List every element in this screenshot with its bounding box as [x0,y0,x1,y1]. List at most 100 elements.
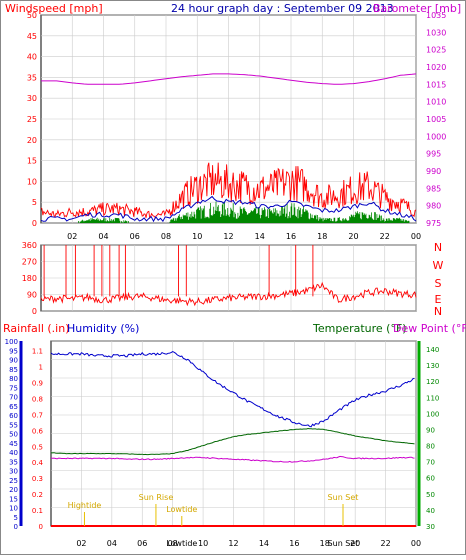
rainfall-y-tick-label: 0.9 [32,379,43,387]
direction-y-tick-label: 90 [27,291,37,300]
humidity-y-tick-label: 70 [9,394,18,402]
humidity-y-tick-label: 40 [9,449,18,457]
barometer-y-tick-label: 1025 [426,46,446,55]
wind-y-tick-label: 50 [27,11,37,20]
humidity-series-line [50,351,415,428]
climate-x-tick-label: 18 [320,539,330,548]
humidity-y-tick-label: 5 [14,514,18,522]
climate-x-tick-label: 00 [411,539,421,548]
humidity-y-tick-label: 60 [9,412,18,420]
wind-x-tick-label: 10 [192,232,202,241]
wind-x-tick-label: 00 [411,232,421,241]
annotation-label: Sun Rise [139,493,174,502]
compass-label: S [435,277,442,290]
annotation-label: Sun Set [328,493,359,502]
climate-x-tick-label: 08 [168,539,178,548]
temperature-y-tick-label: 40 [426,507,435,515]
rainfall-y-tick-label: 0.1 [32,507,43,515]
wind-y-tick-label: 5 [32,198,37,207]
temperature-y-tick-label: 80 [426,443,435,451]
annotation-label: Lowtide [166,505,197,514]
rainfall-axis-title: Rainfall (.in) [3,322,70,335]
wind-x-tick-label: 12 [223,232,233,241]
temperature-y-tick-label: 50 [426,491,435,499]
barometer-y-tick-label: 1010 [426,98,446,107]
humidity-y-tick-label: 10 [9,505,18,513]
wind-y-tick-label: 25 [27,115,37,124]
wind-average-series-line [40,195,417,223]
wind-x-tick-label: 22 [380,232,390,241]
wind-x-tick-label: 04 [98,232,108,241]
wind-x-tick-label: 06 [130,232,140,241]
barometer-y-tick-label: 975 [426,219,441,228]
wind-x-tick-label: 18 [317,232,327,241]
humidity-y-tick-label: 45 [9,440,18,448]
humidity-y-tick-label: 80 [9,375,18,383]
barometer-y-tick-label: 1035 [426,11,446,20]
rainfall-y-tick-label: 0.5 [32,443,43,451]
wind-direction-series-line [40,281,417,307]
temperature-y-tick-label: 70 [426,459,435,467]
wind-y-tick-label: 35 [27,73,37,82]
humidity-y-tick-label: 55 [9,421,18,429]
barometer-y-tick-label: 1005 [426,115,446,124]
temperature-y-tick-label: 60 [426,475,435,483]
rainfall-y-tick-label: 0 [39,523,43,531]
wind-y-tick-label: 15 [27,157,37,166]
rainfall-y-tick-label: 0.6 [32,427,44,435]
windspeed-axis-title: Windspeed [mph] [5,2,103,15]
barometer-axis-title: Barometer [mb] [373,2,461,15]
temperature-axis-title: Temperature (°F) [312,322,407,335]
compass-label: W [433,259,444,272]
temperature-series-line [50,427,415,456]
direction-y-tick-label: 0 [32,307,37,316]
humidity-y-tick-label: 20 [9,486,18,494]
barometer-y-tick-label: 1000 [426,132,446,141]
wind-x-tick-label: 08 [161,232,171,241]
rainfall-y-tick-label: 0.3 [32,475,43,483]
climate-x-tick-label: 06 [137,539,147,548]
direction-y-tick-label: 270 [22,258,37,267]
compass-label: N [434,305,442,318]
humidity-y-tick-label: 35 [9,458,18,466]
climate-x-tick-label: 20 [350,539,360,548]
climate-x-tick-label: 22 [380,539,390,548]
humidity-y-tick-label: 25 [9,477,18,485]
direction-y-tick-label: 360 [22,241,37,250]
annotation-axis-label: Sun Set [328,539,359,548]
humidity-y-tick-label: 75 [9,384,18,392]
temperature-y-tick-label: 110 [426,394,439,402]
rainfall-y-tick-label: 1 [39,364,43,372]
wind-y-tick-label: 10 [27,177,37,186]
wind-x-tick-label: 02 [67,232,77,241]
barometer-y-tick-label: 1020 [426,63,446,72]
temperature-y-tick-label: 120 [426,378,439,386]
temperature-y-tick-label: 90 [426,426,435,434]
climate-x-tick-label: 16 [289,539,299,548]
rainfall-y-tick-label: 0.4 [32,459,44,467]
barometer-y-tick-label: 980 [426,202,441,211]
annotation-axis-label: Lowtide [166,539,197,548]
climate-x-tick-label: 12 [228,539,238,548]
temperature-y-tick-label: 100 [426,410,439,418]
graph-title: 24 hour graph day : September 09 2013 [171,2,394,15]
wind-y-tick-label: 20 [27,136,37,145]
compass-label: N [434,241,442,254]
humidity-y-tick-label: 15 [9,495,18,503]
humidity-y-tick-label: 95 [9,347,18,355]
climate-x-tick-label: 04 [107,539,117,548]
wind-y-tick-label: 0 [32,219,37,228]
dewpoint-series-line [50,455,415,463]
barometer-y-tick-label: 985 [426,184,441,193]
dewpoint-axis-title: Dew Point (°F) [393,322,466,335]
wind-y-tick-label: 45 [27,32,37,41]
humidity-y-tick-label: 30 [9,468,18,476]
temperature-y-tick-label: 130 [426,362,439,370]
windspeed-series-line [40,162,417,220]
wind-y-tick-label: 40 [27,53,37,62]
humidity-y-tick-label: 90 [9,357,18,365]
humidity-axis-title: Humidity (%) [67,322,139,335]
rainfall-y-tick-label: 0.7 [32,411,43,419]
